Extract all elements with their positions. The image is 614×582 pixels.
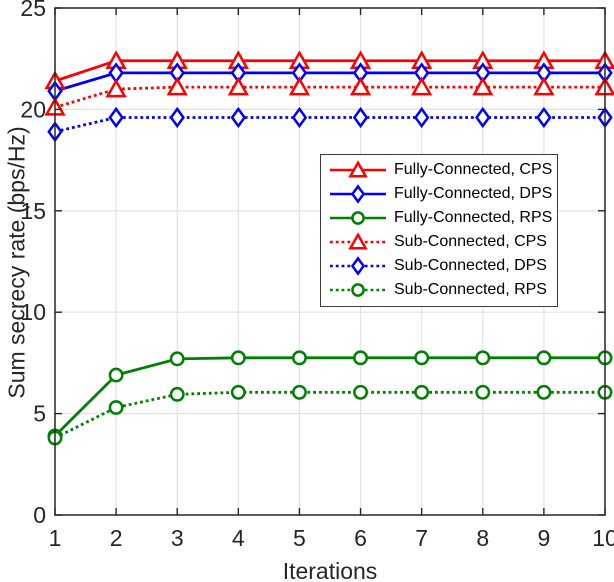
x-tick-label: 6 bbox=[354, 525, 367, 551]
y-tick-label: 15 bbox=[20, 198, 46, 224]
legend-item: Sub-Connected, CPS bbox=[329, 230, 557, 254]
series-lines bbox=[54, 59, 605, 440]
diamond-marker-icon bbox=[230, 106, 247, 129]
circle-marker-icon bbox=[169, 386, 185, 402]
diamond-marker-icon bbox=[169, 106, 185, 129]
tick-labels: 1 2 3 4 5 6 7 8 9 10 0 5 10 15 20 25 bbox=[20, 0, 614, 551]
series-line-2 bbox=[54, 356, 605, 437]
triangle-marker-icon bbox=[105, 78, 127, 98]
diamond-marker-icon bbox=[475, 106, 491, 129]
legend-label: Fully-Connected, DPS bbox=[394, 185, 553, 202]
triangle-marker-icon bbox=[288, 76, 311, 96]
legend-line-sample bbox=[330, 232, 386, 250]
diamond-marker-icon bbox=[291, 106, 308, 129]
y-tick-label: 10 bbox=[20, 299, 46, 325]
diamond-marker-icon bbox=[413, 106, 430, 129]
x-tick-label: 5 bbox=[293, 525, 306, 551]
x-tick-label: 3 bbox=[171, 525, 184, 551]
legend-label: Sub-Connected, CPS bbox=[394, 233, 547, 250]
diamond-marker-icon bbox=[108, 106, 124, 129]
triangle-marker-icon bbox=[348, 160, 368, 178]
legend-item: Fully-Connected, RPS bbox=[329, 206, 557, 230]
legend-label: Fully-Connected, CPS bbox=[394, 161, 553, 178]
circle-marker-icon bbox=[108, 400, 124, 415]
x-tick-label: 10 bbox=[592, 525, 614, 551]
legend-line-sample bbox=[330, 184, 386, 204]
triangle-marker-icon bbox=[349, 76, 372, 96]
circle-marker-icon bbox=[414, 384, 430, 400]
x-axis-label: Iterations bbox=[282, 558, 378, 582]
circle-marker-icon bbox=[351, 211, 365, 225]
triangle-marker-icon bbox=[533, 76, 555, 96]
x-tick-label: 1 bbox=[49, 525, 62, 551]
legend-item: Sub-Connected, DPS bbox=[329, 254, 557, 278]
legend-line-sample bbox=[330, 256, 386, 276]
circle-marker-icon bbox=[353, 350, 369, 366]
triangle-marker-icon bbox=[411, 76, 433, 96]
circle-marker-icon bbox=[108, 367, 124, 383]
legend-line-sample bbox=[330, 283, 386, 297]
triangle-marker-icon bbox=[348, 232, 368, 250]
y-tick-label: 25 bbox=[20, 0, 46, 21]
circle-marker-icon bbox=[475, 384, 491, 400]
legend-label: Sub-Connected, DPS bbox=[394, 257, 547, 274]
triangle-marker-icon bbox=[472, 76, 494, 96]
legend-item: Fully-Connected, DPS bbox=[329, 182, 557, 206]
x-tick-label: 7 bbox=[415, 525, 428, 551]
diamond-marker-icon bbox=[536, 106, 552, 129]
series-line-4 bbox=[54, 116, 605, 134]
diamond-marker-icon bbox=[350, 256, 366, 276]
legend-item: Fully-Connected, CPS bbox=[329, 158, 557, 182]
triangle-marker-icon bbox=[166, 76, 188, 96]
circle-marker-icon bbox=[230, 384, 246, 400]
x-tick-label: 4 bbox=[232, 525, 245, 551]
series-line-3 bbox=[54, 85, 605, 109]
legend-label: Sub-Connected, RPS bbox=[394, 281, 547, 298]
y-axis-label: Sum secrecy rate (bps/Hz) bbox=[3, 126, 30, 399]
circle-marker-icon bbox=[353, 384, 369, 400]
y-tick-label: 0 bbox=[33, 502, 46, 528]
circle-marker-icon bbox=[351, 283, 365, 297]
legend: Fully-Connected, CPS Fully-Connected, DP… bbox=[320, 154, 558, 307]
circle-marker-icon bbox=[169, 351, 185, 367]
x-tick-label: 9 bbox=[537, 525, 550, 551]
legend-label: Fully-Connected, RPS bbox=[394, 209, 553, 226]
circle-marker-icon bbox=[414, 350, 430, 366]
legend-line-sample bbox=[330, 160, 386, 178]
circle-marker-icon bbox=[291, 384, 307, 400]
series-markers bbox=[44, 50, 614, 446]
circle-marker-icon bbox=[291, 350, 307, 366]
x-tick-label: 2 bbox=[110, 525, 123, 551]
series-line-1 bbox=[54, 71, 605, 93]
axis-frame bbox=[54, 7, 606, 516]
diamond-marker-icon bbox=[352, 106, 369, 129]
y-tick-label: 5 bbox=[33, 401, 46, 427]
triangle-marker-icon bbox=[227, 76, 249, 96]
series-line-5 bbox=[54, 390, 605, 440]
y-tick-label: 20 bbox=[20, 96, 46, 122]
diamond-marker-icon bbox=[350, 184, 366, 204]
circle-marker-icon bbox=[536, 350, 552, 366]
circle-marker-icon bbox=[230, 350, 246, 366]
circle-marker-icon bbox=[536, 384, 552, 400]
legend-line-sample bbox=[330, 211, 386, 225]
legend-item: Sub-Connected, RPS bbox=[329, 278, 557, 302]
series-line-0 bbox=[54, 59, 605, 83]
x-tick-label: 8 bbox=[476, 525, 489, 551]
circle-marker-icon bbox=[475, 350, 491, 366]
